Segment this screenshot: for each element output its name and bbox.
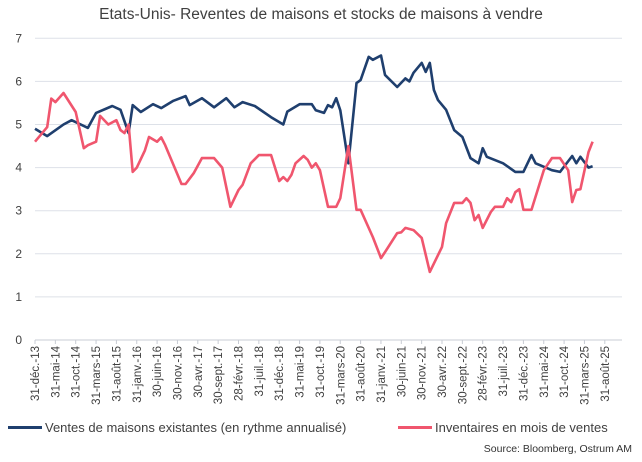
x-tick-label: 28-févr.-18	[234, 346, 246, 401]
y-tick-label: 7	[15, 31, 22, 45]
chart-title: Etats-Unis- Reventes de maisons et stock…	[99, 6, 543, 23]
legend-label-inventaires: Inventaires en mois de ventes	[435, 420, 608, 435]
x-tick-label: 30-avr.-22	[437, 346, 449, 398]
x-tick-label: 31-déc.-13	[30, 346, 42, 401]
x-tick-label: 30-juin-21	[396, 346, 408, 397]
legend-swatch-inventaires	[398, 426, 432, 429]
x-tick-label: 31-mai-19	[295, 346, 307, 398]
x-tick-label: 31-mars-20	[335, 346, 347, 405]
x-tick-label: 31-mars-15	[91, 346, 103, 405]
x-tick-label: 31-déc.-23	[518, 346, 530, 401]
x-tick-label: 31-juil.-23	[498, 346, 510, 397]
y-tick-label: 2	[15, 247, 22, 261]
x-tick-label: 28-févr.-23	[478, 346, 490, 401]
x-tick-label: 30-avr.-17	[193, 346, 205, 398]
x-tick-label: 31-mars-25	[579, 346, 591, 405]
x-tick-label: 30-nov.-21	[417, 346, 429, 400]
x-tick-label: 31-août-15	[111, 346, 123, 402]
y-tick-label: 6	[15, 74, 22, 88]
x-tick-label: 31-janv.-21	[376, 346, 388, 403]
x-tick-label: 31-mai-14	[50, 345, 62, 397]
legend-item-ventes: Ventes de maisons existantes (en rythme …	[8, 420, 346, 435]
series-line-ventes	[34, 54, 593, 174]
y-tick-label: 0	[15, 333, 22, 347]
y-tick-label: 3	[15, 204, 22, 218]
x-tick-label: 31-oct.-14	[71, 345, 83, 397]
legend-item-inventaires: Inventaires en mois de ventes	[398, 420, 608, 435]
x-tick-label: 30-nov.-16	[172, 346, 184, 400]
x-tick-label: 31-déc.-18	[274, 346, 286, 401]
source-note: Source: Bloomberg, Ostrum AM	[483, 443, 632, 455]
legend-label-ventes: Ventes de maisons existantes (en rythme …	[45, 420, 347, 435]
x-tick-label: 30-juin-16	[152, 346, 164, 397]
x-tick-label: 31-août-20	[356, 346, 368, 402]
x-tick-label: 31-mai-24	[539, 345, 551, 397]
x-tick-label: 31-juil.-18	[254, 346, 266, 397]
legend-swatch-ventes	[8, 426, 42, 429]
y-tick-label: 4	[15, 161, 22, 175]
x-tick-label: 31-janv.-16	[132, 346, 144, 403]
y-tick-label: 5	[15, 118, 22, 132]
x-tick-label: 31-oct.-24	[559, 345, 571, 397]
series-line-inventaires	[34, 91, 594, 274]
y-tick-label: 1	[15, 290, 22, 304]
x-tick-label: 30-sept.-22	[457, 346, 469, 404]
x-tick-label: 30-sept.-17	[213, 346, 225, 404]
x-tick-label: 31-oct.-19	[315, 346, 327, 398]
x-tick-label: 31-août-25	[600, 346, 612, 402]
